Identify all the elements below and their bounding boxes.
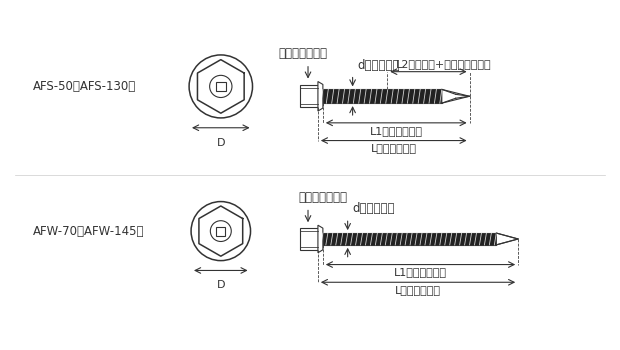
Text: L1（ネジ長さ）: L1（ネジ長さ） — [370, 126, 423, 136]
Text: d（ネジ径）: d（ネジ径） — [358, 59, 400, 72]
Text: L1（ネジ長さ）: L1（ネジ長さ） — [394, 267, 447, 278]
Polygon shape — [300, 228, 318, 250]
Text: L（首下長さ）: L（首下長さ） — [395, 285, 441, 295]
Bar — [216, 226, 226, 236]
Text: AFS-50～AFS-130用: AFS-50～AFS-130用 — [32, 80, 136, 93]
Polygon shape — [300, 85, 318, 107]
Polygon shape — [318, 225, 323, 253]
Polygon shape — [442, 89, 469, 103]
Polygon shape — [497, 233, 518, 245]
Polygon shape — [318, 82, 323, 111]
Text: d（ネジ径）: d（ネジ径） — [353, 202, 395, 215]
Text: D: D — [216, 280, 225, 290]
Text: シールマスター: シールマスター — [278, 47, 327, 60]
Text: L2（ドリル+不完全ネジ部）: L2（ドリル+不完全ネジ部） — [396, 59, 491, 69]
Text: L（首下長さ）: L（首下長さ） — [371, 144, 417, 154]
Polygon shape — [323, 89, 442, 103]
Text: AFW-70～AFW-145用: AFW-70～AFW-145用 — [32, 225, 144, 238]
Text: シールマスター: シールマスター — [298, 190, 347, 204]
Bar — [216, 82, 226, 91]
Text: D: D — [216, 138, 225, 148]
Polygon shape — [323, 233, 497, 245]
